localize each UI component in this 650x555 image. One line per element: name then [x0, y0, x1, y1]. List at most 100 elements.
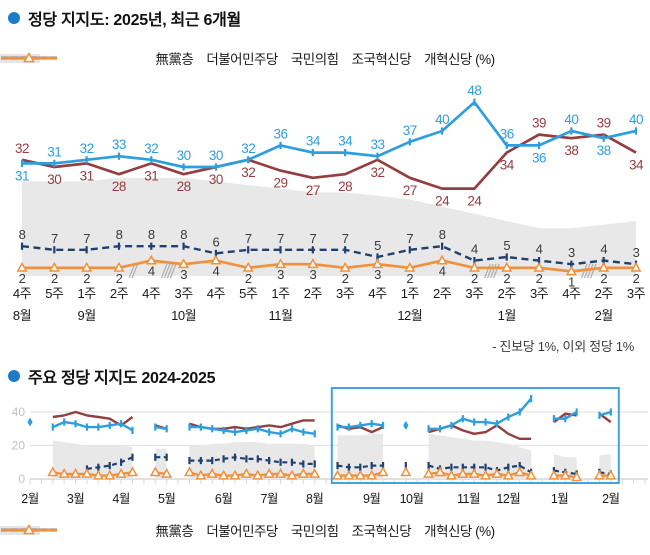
- legend-label: 無黨층: [155, 524, 194, 539]
- svg-text:5월: 5월: [158, 492, 175, 506]
- svg-text:8: 8: [116, 227, 123, 242]
- svg-text:4: 4: [439, 264, 446, 279]
- svg-text:3주: 3주: [465, 286, 484, 301]
- svg-text:4주: 4주: [13, 286, 32, 301]
- svg-text:2: 2: [503, 271, 510, 286]
- svg-text:36: 36: [500, 126, 514, 141]
- svg-text:34: 34: [306, 134, 321, 149]
- svg-text:4주: 4주: [562, 286, 581, 301]
- svg-text:27: 27: [403, 183, 417, 198]
- svg-text:5주: 5주: [45, 286, 64, 301]
- svg-text:8: 8: [180, 227, 187, 242]
- svg-text:32: 32: [370, 165, 384, 180]
- legend-item-3: 조국혁신당: [1, 48, 412, 68]
- svg-text:31: 31: [47, 144, 61, 159]
- top-chart-title: 정당 지지도: 2025년, 최근 6개월: [28, 12, 241, 29]
- svg-text:30: 30: [47, 172, 61, 187]
- svg-text:5: 5: [503, 238, 510, 253]
- legend-item-3: 조국혁신당: [1, 520, 412, 540]
- svg-text:40: 40: [564, 112, 578, 127]
- svg-text:3: 3: [374, 267, 381, 282]
- svg-text:39: 39: [597, 116, 611, 131]
- svg-text:38: 38: [597, 143, 611, 158]
- svg-text:36: 36: [532, 150, 546, 165]
- svg-text:3주: 3주: [627, 286, 646, 301]
- svg-text:2: 2: [245, 271, 252, 286]
- legend-label: 無黨층: [155, 52, 194, 67]
- svg-text:2: 2: [51, 271, 58, 286]
- svg-text:7: 7: [277, 231, 284, 246]
- svg-text:8월: 8월: [13, 308, 31, 323]
- svg-text:2: 2: [406, 271, 413, 286]
- bottom-chart: 0 20 40 2월 3월 4월 5월 6월 7월 8월 9월 10월 11월 12월 1월 2월: [12, 387, 648, 506]
- svg-text:2: 2: [536, 271, 543, 286]
- svg-text:2: 2: [83, 271, 90, 286]
- line-tri-swatch-icon: [1, 51, 57, 63]
- svg-text:3: 3: [633, 245, 640, 260]
- legend-label: 조국혁신당: [351, 524, 412, 539]
- svg-text:6월: 6월: [215, 492, 232, 506]
- svg-text:2: 2: [19, 271, 26, 286]
- svg-text:32: 32: [80, 141, 94, 156]
- svg-text:4: 4: [600, 242, 607, 257]
- svg-text:3주: 3주: [174, 286, 193, 301]
- legend-label: 더불어민주당: [206, 52, 278, 67]
- svg-text:48: 48: [467, 83, 481, 98]
- svg-text:38: 38: [564, 143, 578, 158]
- top-title-bullet-icon: [8, 12, 20, 24]
- svg-text:9월: 9월: [363, 492, 380, 506]
- svg-text:40: 40: [12, 405, 26, 419]
- svg-text:2주: 2주: [595, 286, 614, 301]
- svg-text:7: 7: [406, 231, 413, 246]
- legend-item-4: 개혁신당 (%): [1, 48, 495, 68]
- svg-text:12월: 12월: [496, 492, 520, 506]
- svg-text:1주: 1주: [78, 286, 97, 301]
- svg-text:32: 32: [15, 141, 29, 156]
- svg-text:2: 2: [116, 271, 123, 286]
- svg-text:40: 40: [629, 112, 643, 127]
- top-chart: 3132823130723231723328823231843028833030…: [13, 83, 646, 323]
- legend-label: 조국혁신당: [351, 52, 412, 67]
- top-legend: 無黨층 더불어민주당 국민의힘 조국혁신당 개혁신당 (%): [0, 48, 650, 68]
- svg-text:7: 7: [83, 231, 90, 246]
- svg-text:36: 36: [274, 126, 288, 141]
- svg-text:33: 33: [370, 137, 384, 152]
- legend-label: 개혁신당 (%): [424, 52, 495, 67]
- svg-text:4: 4: [148, 264, 155, 279]
- svg-text:30: 30: [177, 148, 191, 163]
- svg-text:2주: 2주: [498, 286, 517, 301]
- svg-text:2월: 2월: [595, 308, 613, 323]
- svg-text:1주: 1주: [271, 286, 290, 301]
- svg-text:11월: 11월: [269, 308, 293, 323]
- svg-text:3주: 3주: [530, 286, 549, 301]
- legend-label: 국민의힘: [290, 524, 339, 539]
- svg-text:32: 32: [241, 141, 255, 156]
- svg-text:40: 40: [435, 112, 449, 127]
- svg-text:3월: 3월: [67, 492, 84, 506]
- svg-text:30: 30: [209, 172, 223, 187]
- svg-text:4주: 4주: [368, 286, 387, 301]
- recent-6-months-highlight-box: [330, 387, 620, 484]
- svg-text:37: 37: [403, 123, 417, 138]
- svg-text:28: 28: [338, 179, 352, 194]
- svg-text:5: 5: [374, 238, 381, 253]
- svg-text:8: 8: [148, 227, 155, 242]
- svg-text:4: 4: [471, 242, 478, 257]
- svg-text:31: 31: [15, 168, 29, 183]
- svg-text:1주: 1주: [401, 286, 420, 301]
- svg-text:12월: 12월: [397, 308, 422, 323]
- svg-text:2: 2: [342, 271, 349, 286]
- svg-text:10월: 10월: [400, 492, 424, 506]
- svg-text:28: 28: [112, 179, 126, 194]
- bottom-legend: 無黨층 더불어민주당 국민의힘 조국혁신당 개혁신당 (%): [0, 520, 650, 540]
- legend-label: 더불어민주당: [206, 524, 278, 539]
- legend-label: 국민의힘: [290, 52, 339, 67]
- svg-text:33: 33: [112, 137, 126, 152]
- svg-text:2월: 2월: [602, 492, 619, 506]
- svg-text:31: 31: [80, 168, 94, 183]
- svg-text:34: 34: [629, 158, 644, 173]
- svg-text:2주: 2주: [110, 286, 129, 301]
- legend-item-1: 더불어민주당: [1, 48, 278, 68]
- svg-text:8: 8: [439, 227, 446, 242]
